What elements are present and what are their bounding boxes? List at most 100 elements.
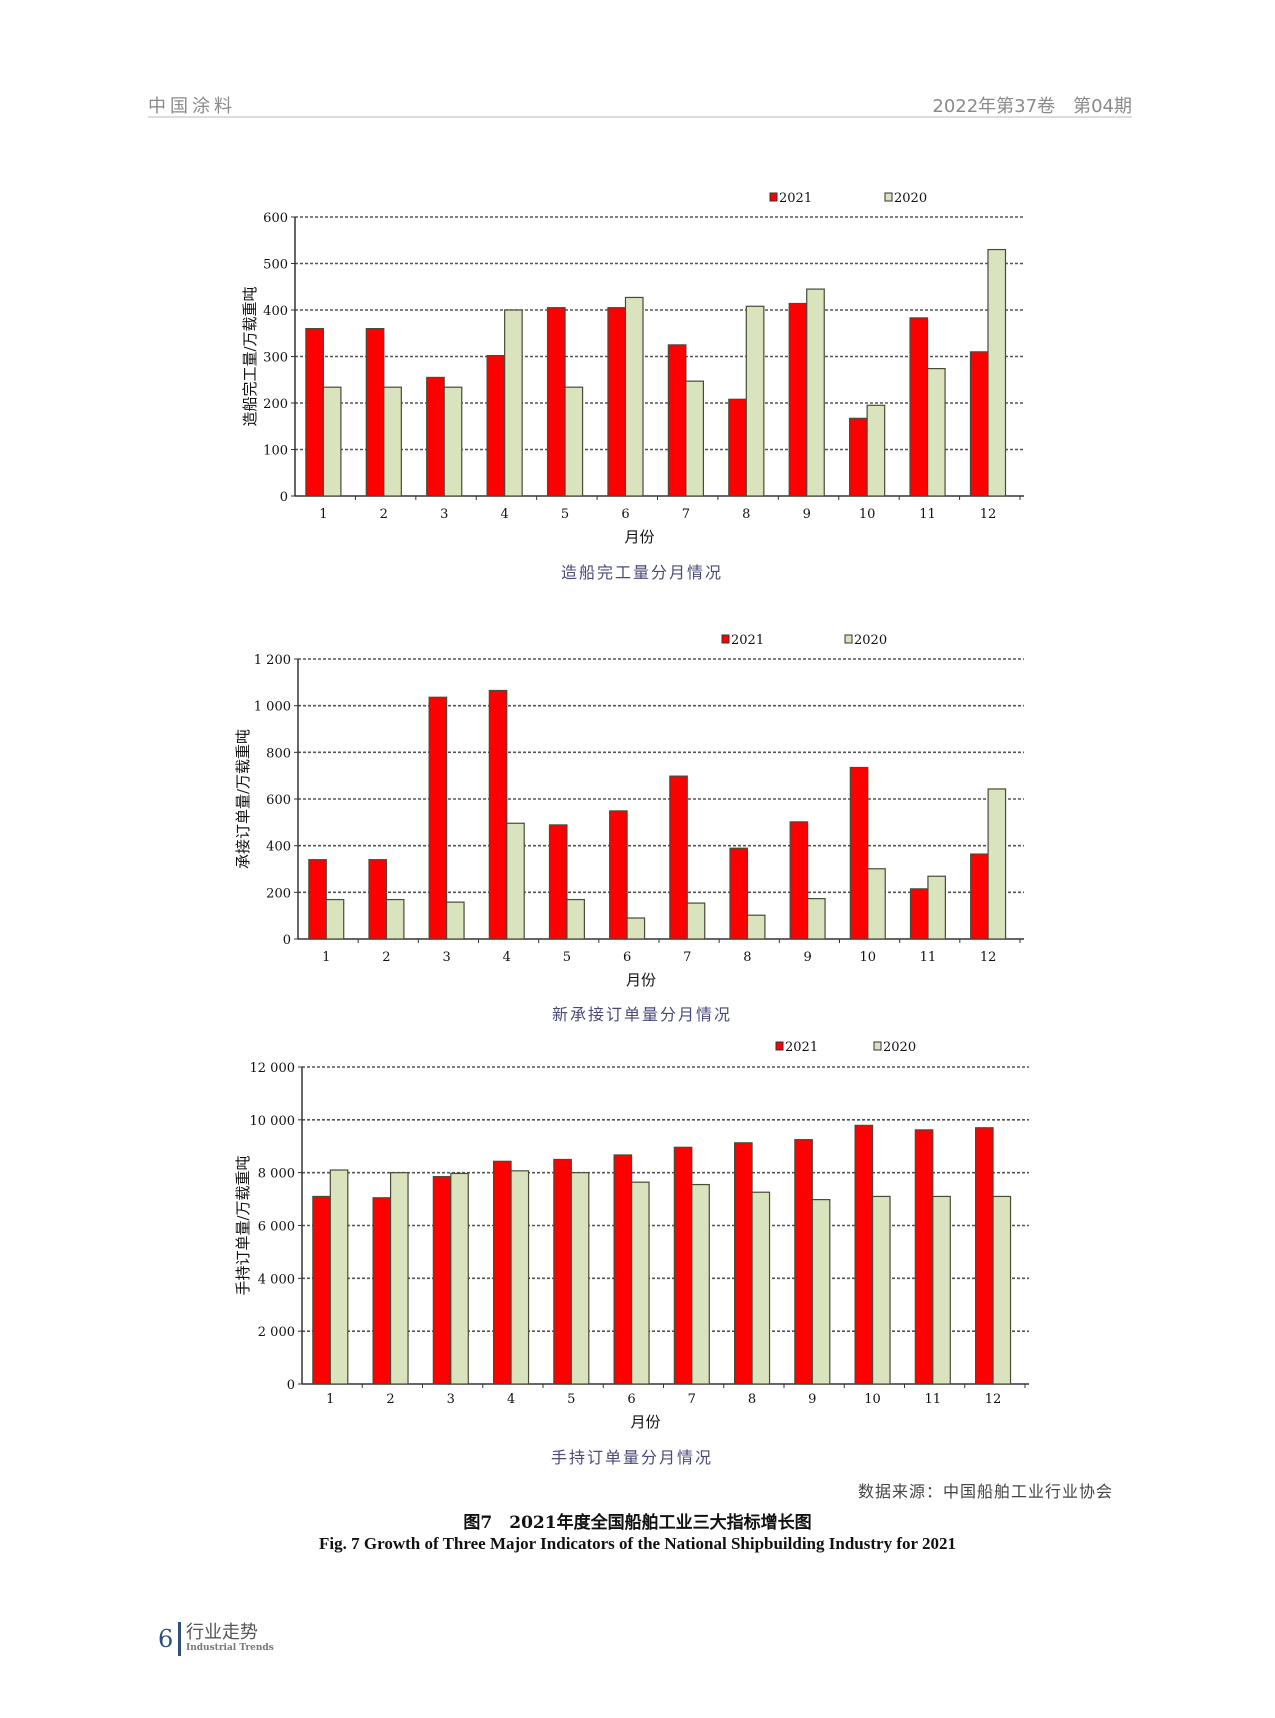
legend-label-2020: 2020 [883, 1040, 916, 1055]
x-tick-label: 11 [919, 507, 936, 522]
y-tick-label: 200 [266, 886, 291, 901]
bar-2020-month-10 [867, 868, 886, 940]
bar-2021-month-5 [553, 1158, 572, 1385]
bar-2020-month-8 [746, 914, 766, 940]
x-tick-label: 3 [440, 507, 448, 522]
y-tick-label: 600 [266, 793, 291, 808]
x-tick-label: 8 [743, 950, 751, 965]
y-tick-label: 300 [263, 351, 288, 366]
chart-caption-3: 手持订单量分月情况 [550, 1448, 714, 1467]
bar-2020-month-9 [806, 288, 825, 497]
x-tick-label: 2 [386, 1392, 394, 1407]
figure-title-en: Fig. 7 Growth of Three Major Indicators … [319, 1534, 956, 1553]
bar-2020-month-11 [932, 1195, 951, 1385]
bar-2021-month-1 [312, 1195, 331, 1385]
x-tick-label: 7 [683, 950, 691, 965]
x-tick-label: 6 [621, 507, 629, 522]
legend-swatch-2020 [873, 1041, 882, 1051]
bar-2021-month-12 [974, 1127, 994, 1385]
y-tick-label: 0 [287, 1378, 295, 1393]
chart-caption-1: 造船完工量分月情况 [560, 563, 724, 582]
legend-swatch-2020 [884, 192, 893, 202]
bar-2020-month-8 [751, 1191, 771, 1385]
bar-2021-month-9 [789, 821, 809, 940]
x-tick-label: 12 [980, 950, 997, 965]
x-tick-label: 5 [563, 950, 571, 965]
bar-2020-month-7 [686, 902, 706, 940]
y-axis-label: 手持订单量/万载重吨 [234, 1155, 252, 1295]
y-tick-label: 2 000 [258, 1325, 295, 1340]
bar-2020-month-9 [807, 898, 826, 940]
bar-2020-month-3 [450, 1172, 469, 1385]
bar-2020-month-2 [385, 898, 405, 940]
y-tick-label: 500 [263, 258, 288, 273]
x-tick-label: 10 [864, 1392, 881, 1407]
bar-2021-month-10 [849, 766, 869, 940]
legend-label-2021: 2021 [731, 633, 764, 648]
bar-2020-month-3 [443, 386, 463, 497]
bar-2020-month-4 [504, 309, 523, 497]
x-tick-label: 9 [808, 1392, 816, 1407]
bar-2020-month-12 [992, 1195, 1012, 1385]
y-axis-label: 造船完工量/万载重吨 [241, 286, 259, 426]
y-tick-label: 400 [266, 840, 291, 855]
x-tick-label: 1 [319, 507, 327, 522]
legend-label-2021: 2021 [779, 191, 812, 206]
x-tick-label: 3 [442, 950, 450, 965]
bar-2021-month-8 [729, 847, 749, 940]
bar-2021-month-11 [914, 1129, 934, 1385]
bar-2020-month-4 [506, 822, 525, 940]
x-tick-label: 7 [682, 507, 690, 522]
x-tick-label: 1 [326, 1392, 334, 1407]
bar-2021-month-9 [794, 1139, 813, 1385]
bar-2020-month-4 [510, 1170, 530, 1385]
bar-2020-month-12 [987, 248, 1007, 497]
bar-2020-month-5 [570, 1172, 590, 1385]
journal-name: 中国涂料 [148, 96, 236, 117]
x-tick-label: 4 [503, 950, 511, 965]
x-tick-label: 9 [803, 950, 811, 965]
x-tick-label: 4 [507, 1392, 515, 1407]
x-axis-label: 月份 [630, 1413, 660, 1431]
x-tick-label: 11 [920, 950, 937, 965]
x-tick-label: 11 [925, 1392, 942, 1407]
legend-label-2021: 2021 [785, 1040, 818, 1055]
x-tick-label: 4 [501, 507, 509, 522]
y-tick-label: 1 200 [254, 653, 291, 668]
data-source: 数据来源：中国船舶工业行业协会 [857, 1482, 1113, 1501]
bar-2020-month-8 [745, 305, 765, 497]
x-tick-label: 6 [623, 950, 631, 965]
x-tick-label: 2 [380, 507, 388, 522]
issue-info: 2022年第37卷 第04期 [932, 96, 1132, 117]
bar-2021-month-4 [488, 689, 508, 940]
y-tick-label: 0 [280, 490, 288, 505]
bar-2020-month-1 [329, 1169, 349, 1385]
legend-swatch-2021 [769, 192, 778, 202]
legend-swatch-2021 [775, 1041, 784, 1051]
y-tick-label: 600 [263, 211, 288, 226]
x-tick-label: 2 [382, 950, 390, 965]
y-tick-label: 100 [263, 444, 288, 459]
y-tick-label: 10 000 [250, 1114, 296, 1129]
bar-2020-month-7 [691, 1183, 710, 1385]
x-tick-label: 12 [980, 507, 997, 522]
bar-2020-month-11 [927, 875, 946, 940]
bar-2020-month-6 [624, 296, 644, 497]
x-axis-label: 月份 [624, 528, 654, 546]
x-tick-label: 7 [688, 1392, 696, 1407]
x-tick-label: 5 [561, 507, 569, 522]
y-tick-label: 4 000 [258, 1272, 295, 1287]
bar-2021-month-2 [372, 1197, 392, 1385]
y-tick-label: 6 000 [258, 1220, 295, 1235]
y-tick-label: 400 [263, 304, 288, 319]
figure-title-cn: 图7 2021年度全国船舶工业三大指标增长图 [463, 1513, 812, 1533]
x-tick-label: 8 [748, 1392, 756, 1407]
x-tick-label: 6 [627, 1392, 635, 1407]
bar-2020-month-7 [685, 380, 705, 497]
x-tick-label: 10 [860, 950, 877, 965]
legend-swatch-2020 [844, 634, 853, 644]
